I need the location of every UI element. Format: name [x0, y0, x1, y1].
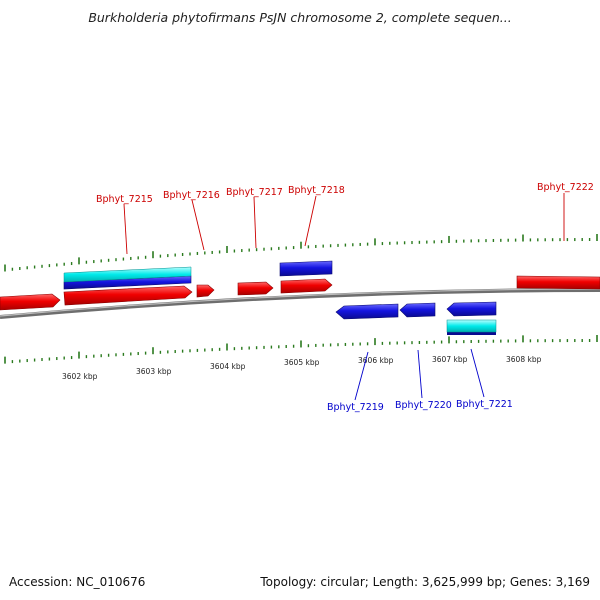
- gene-block-bphyt-7218-reverse[interactable]: [279, 260, 333, 277]
- leader-line: [123, 203, 128, 255]
- gene-label-bphyt-7217[interactable]: Bphyt_7217: [226, 187, 283, 198]
- scale-label: 3602 kbp: [62, 372, 98, 381]
- leader-line: [191, 199, 205, 251]
- leader-line: [354, 351, 369, 401]
- leader-line: [253, 196, 257, 249]
- gene-block-bphyt-7221-rna-base[interactable]: [447, 332, 496, 335]
- scale-label: 3605 kbp: [284, 358, 320, 367]
- gene-arrow-bphyt-7217[interactable]: [237, 281, 274, 296]
- leader-line: [304, 195, 317, 247]
- chromosome-backbone: [0, 288, 600, 319]
- gene-label-bphyt-7220[interactable]: Bphyt_7220: [395, 400, 452, 411]
- scale-label: 3604 kbp: [210, 362, 246, 371]
- scale-label: 3608 kbp: [506, 355, 542, 364]
- reverse-strand-genes: [63, 260, 497, 335]
- gene-label-bphyt-7219[interactable]: Bphyt_7219: [327, 402, 384, 413]
- scale-label: 3606 kbp: [358, 356, 394, 365]
- rna-feature-bphyt-7215[interactable]: [63, 266, 192, 283]
- gene-arrow-bphyt-7221[interactable]: [446, 301, 497, 317]
- gene-arrow-bphyt-7215[interactable]: [63, 285, 193, 306]
- rna-features: [63, 266, 497, 333]
- gene-arrow-bphyt-7219[interactable]: [335, 303, 399, 320]
- gene-labels: Bphyt_7215 Bphyt_7216 Bphyt_7217 Bphyt_7…: [96, 182, 594, 413]
- leader-line: [470, 348, 485, 398]
- leader-line: [417, 349, 423, 399]
- gene-label-bphyt-7216[interactable]: Bphyt_7216: [163, 190, 220, 201]
- gene-arrow-bphyt-7222[interactable]: [516, 275, 600, 290]
- gene-label-bphyt-7221[interactable]: Bphyt_7221: [456, 399, 513, 410]
- gene-arrow-bphyt-7218[interactable]: [280, 278, 333, 294]
- tick-marks-bottom: [4, 335, 598, 364]
- topology-summary-text: Topology: circular; Length: 3,625,999 bp…: [260, 575, 590, 589]
- gene-arrow-bphyt-7220[interactable]: [399, 302, 436, 318]
- gene-label-bphyt-7222[interactable]: Bphyt_7222: [537, 182, 594, 193]
- gene-label-bphyt-7215[interactable]: Bphyt_7215: [96, 194, 153, 205]
- gene-arrow[interactable]: [0, 293, 61, 311]
- map-title: Burkholderia phytofirmans PsJN chromosom…: [88, 10, 512, 25]
- scale-label: 3603 kbp: [136, 367, 172, 376]
- accession-text: Accession: NC_010676: [9, 575, 146, 589]
- scale-labels: 3602 kbp 3603 kbp 3604 kbp 3605 kbp 3606…: [62, 355, 542, 381]
- tick-marks-top: [4, 234, 598, 272]
- gene-label-bphyt-7218[interactable]: Bphyt_7218: [288, 185, 345, 196]
- scale-label: 3607 kbp: [432, 355, 468, 364]
- forward-strand-genes: [0, 275, 600, 311]
- gene-arrow-bphyt-7216[interactable]: [196, 284, 215, 298]
- label-leader-lines: [123, 193, 565, 401]
- rna-feature-bphyt-7221[interactable]: [446, 319, 497, 333]
